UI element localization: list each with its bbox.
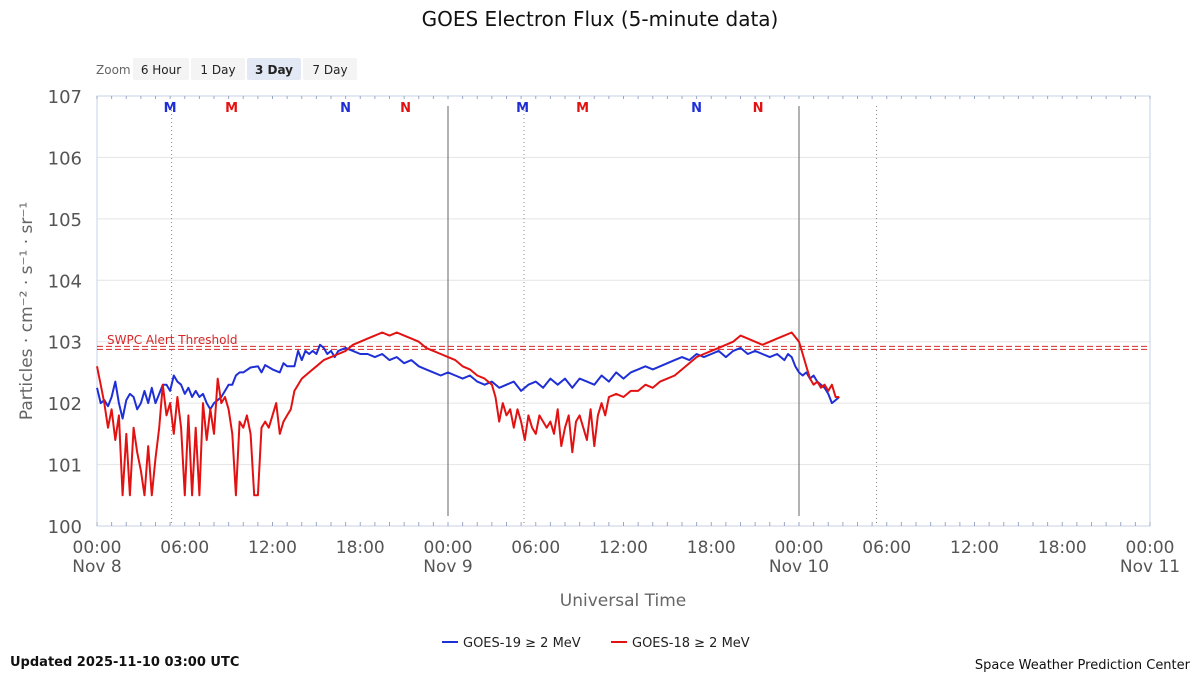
y-tick-label: 102 [48, 394, 82, 415]
zoom-button-7-day[interactable]: 7 Day [303, 58, 357, 80]
marker-m-goes18: M [225, 101, 238, 116]
zoom-button-3-day[interactable]: 3 Day [247, 58, 301, 80]
marker-n-goes18: N [753, 101, 764, 116]
grid-layer [97, 156, 1150, 466]
zoom-button-6-hour[interactable]: 6 Hour [133, 58, 189, 80]
x-tick-label: 06:00 [862, 538, 911, 558]
marker-m-goes18: M [576, 101, 589, 116]
zoom-button-label: 6 Hour [141, 63, 181, 77]
zoom-button-bg [247, 58, 301, 80]
x-date-label: Nov 8 [72, 557, 121, 577]
marker-n-goes18: N [400, 101, 411, 116]
marker-n-goes19: N [340, 101, 351, 116]
y-tick-label: 107 [48, 87, 82, 108]
marker-n-goes19: N [691, 101, 702, 116]
y-tick-label: 100 [48, 517, 82, 538]
y-tick-label: 101 [48, 456, 82, 477]
x-tick-label: 12:00 [248, 538, 297, 558]
x-date-label: Nov 11 [1120, 557, 1180, 577]
legend-item-goes19[interactable]: GOES-19 ≥ 2 MeV [442, 636, 581, 651]
zoom-button-label: 7 Day [312, 63, 347, 77]
x-axis-title: Universal Time [560, 591, 686, 611]
zoom-bar: Zoom 6 Hour 1 Day 3 Day 7 Day [96, 58, 357, 80]
zoom-button-label: 1 Day [200, 63, 235, 77]
y-tick-label: 105 [48, 210, 82, 231]
x-tick-label: 06:00 [160, 538, 209, 558]
series-layer [96, 331, 840, 497]
y-axis-ticks: 100 101 102 103 104 105 106 107 [48, 87, 82, 538]
marker-m-goes19: M [516, 101, 529, 116]
legend-label: GOES-18 ≥ 2 MeV [632, 636, 750, 651]
zoom-button-bg [303, 58, 357, 80]
x-date-label: Nov 9 [423, 557, 472, 577]
series-line-goes19 [96, 343, 840, 420]
series-line-goes18 [96, 331, 840, 497]
zoom-button-bg [133, 58, 189, 80]
y-tick-label: 104 [48, 271, 82, 292]
plot-frame [96, 95, 1151, 527]
credit-text: Space Weather Prediction Center [975, 658, 1191, 673]
y-tick-label: 106 [48, 148, 82, 169]
legend: GOES-19 ≥ 2 MeV GOES-18 ≥ 2 MeV [442, 636, 750, 651]
zoom-button-label: 3 Day [255, 63, 293, 77]
threshold-label: SWPC Alert Threshold [107, 333, 237, 347]
legend-label: GOES-19 ≥ 2 MeV [463, 636, 581, 651]
zoom-button-1-day[interactable]: 1 Day [191, 58, 245, 80]
legend-item-goes18[interactable]: GOES-18 ≥ 2 MeV [611, 636, 750, 651]
zoom-label: Zoom [96, 63, 131, 77]
alert-threshold: SWPC Alert Threshold [97, 333, 1150, 350]
x-tick-label: 18:00 [336, 538, 385, 558]
x-tick-label: 00:00 [775, 538, 824, 558]
chart-title: GOES Electron Flux (5-minute data) [422, 7, 779, 31]
x-date-label: Nov 10 [769, 557, 829, 577]
marker-m-goes19: M [164, 101, 177, 116]
x-tick-label: 18:00 [687, 538, 736, 558]
x-tick-label: 00:00 [424, 538, 473, 558]
updated-timestamp: Updated 2025-11-10 03:00 UTC [10, 655, 239, 670]
y-axis-title: Particles · cm⁻² · s⁻¹ · sr⁻¹ [17, 202, 37, 420]
x-tick-label: 12:00 [599, 538, 648, 558]
vertical-lines-layer [171, 106, 878, 526]
x-minor-ticks [96, 96, 1151, 526]
y-tick-label: 103 [48, 333, 82, 354]
x-tick-label: 00:00 [73, 538, 122, 558]
x-tick-label: 18:00 [1038, 538, 1087, 558]
x-tick-label: 12:00 [950, 538, 999, 558]
x-tick-label: 06:00 [511, 538, 560, 558]
x-tick-label: 00:00 [1126, 538, 1175, 558]
zoom-button-bg [191, 58, 245, 80]
